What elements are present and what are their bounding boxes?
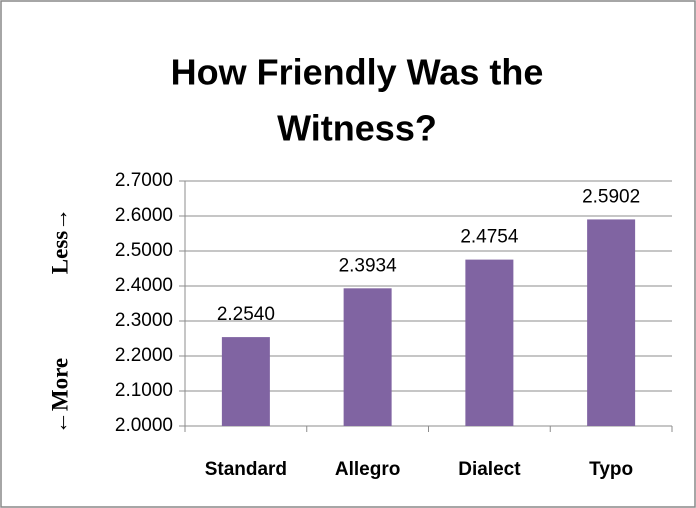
x-tick-label: Allegro <box>335 459 400 480</box>
x-tick-label: Dialect <box>458 459 521 480</box>
y-tick-label: 2.2000 <box>115 345 173 366</box>
y-tick-label: 2.7000 <box>115 170 173 191</box>
data-label: 2.5902 <box>582 186 640 207</box>
data-label: 2.3934 <box>339 255 398 276</box>
y-tick-label: 2.0000 <box>115 415 173 436</box>
bar <box>221 337 270 426</box>
bar <box>587 219 636 426</box>
y-axis-annotation: Less→ <box>47 208 72 274</box>
chart-title: Witness? <box>277 108 437 149</box>
bar <box>465 259 514 426</box>
bar <box>343 288 392 426</box>
y-tick-label: 2.1000 <box>115 380 173 401</box>
x-tick-label: Standard <box>205 459 287 480</box>
y-tick-label: 2.4000 <box>115 275 173 296</box>
y-tick-label: 2.3000 <box>115 310 173 331</box>
y-tick-label: 2.5000 <box>115 240 173 261</box>
y-axis-annotation: ←More <box>47 358 72 434</box>
chart-title: How Friendly Was the <box>171 52 544 93</box>
data-label: 2.2540 <box>217 304 275 325</box>
y-tick-label: 2.6000 <box>115 205 173 226</box>
x-tick-label: Typo <box>589 459 633 480</box>
data-label: 2.4754 <box>460 227 519 248</box>
